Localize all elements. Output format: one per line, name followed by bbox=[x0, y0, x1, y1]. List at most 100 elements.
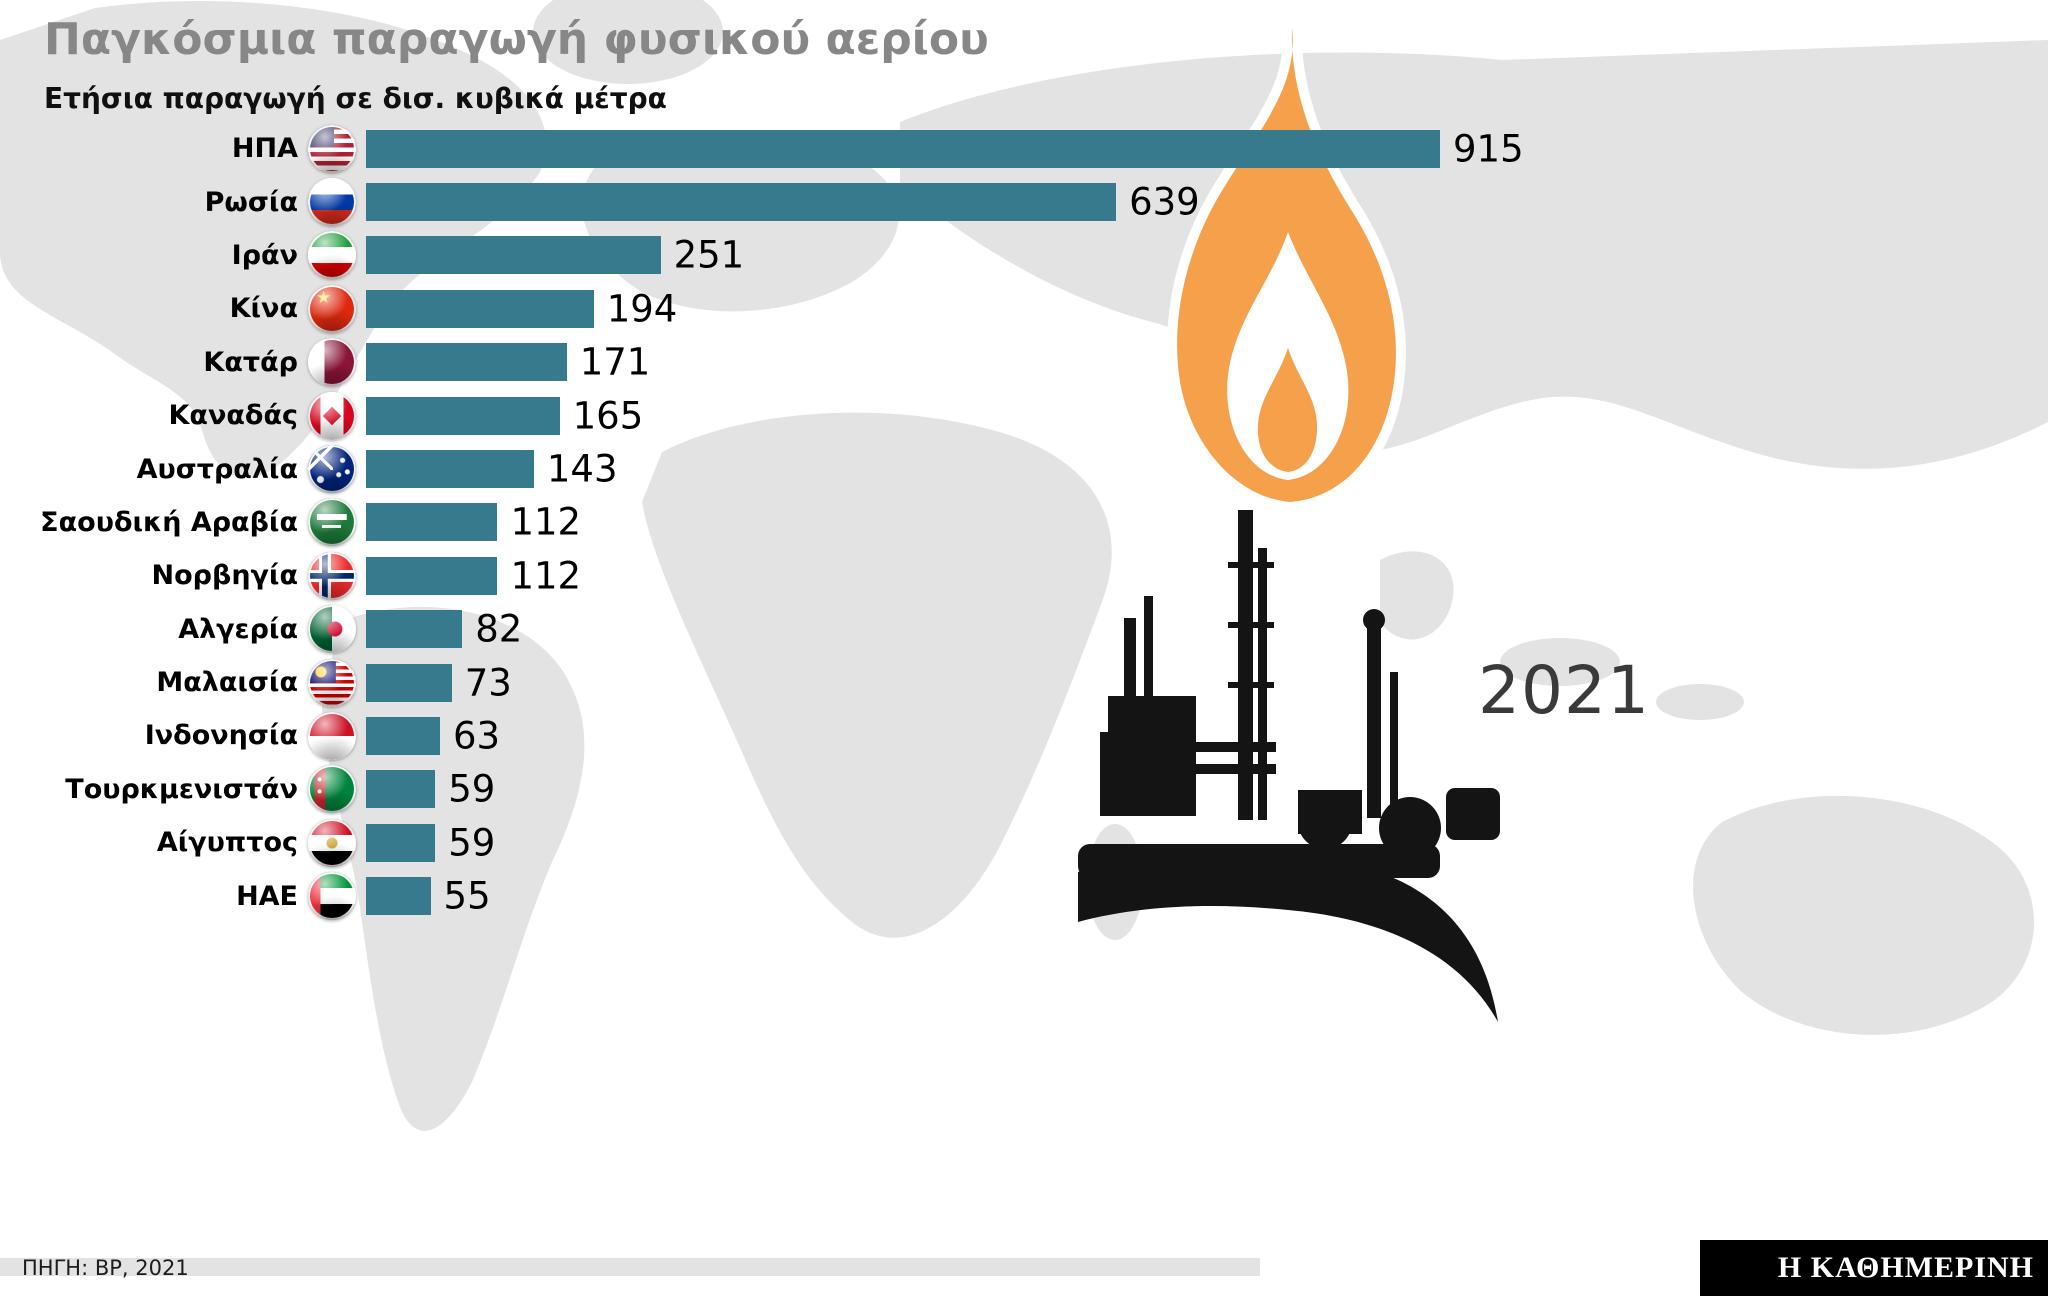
value-bar bbox=[366, 289, 594, 328]
bar-row: Καναδάς 165 bbox=[40, 389, 1440, 442]
gas-flame-icon bbox=[1167, 26, 1406, 513]
bar-track: 112 bbox=[366, 554, 1440, 598]
bar-track: 165 bbox=[366, 394, 1440, 438]
flag-china-icon bbox=[308, 284, 356, 333]
bar-row: Ιράν 251 bbox=[40, 229, 1440, 282]
bar-row: Ρωσία 639 bbox=[40, 175, 1440, 228]
year-label: 2021 bbox=[1478, 652, 1650, 729]
bar-row: Κίνα 194 bbox=[40, 282, 1440, 335]
value-bar bbox=[366, 396, 560, 435]
country-label: ΗΠΑ bbox=[231, 133, 298, 165]
flag-indonesia-icon bbox=[308, 711, 356, 760]
bar-track: 82 bbox=[366, 607, 1440, 651]
value-bar bbox=[366, 503, 498, 542]
country-label: Νορβηγία bbox=[151, 560, 298, 592]
country-label: Ιράν bbox=[231, 239, 298, 271]
country-label: ΗΑΕ bbox=[236, 880, 298, 912]
country-label: Καναδάς bbox=[168, 400, 298, 432]
country-label: Τουρκμενιστάν bbox=[65, 773, 298, 805]
value-bar bbox=[366, 556, 498, 595]
bar-row: Κατάρ 171 bbox=[40, 336, 1440, 389]
map-island-1 bbox=[1500, 638, 1620, 686]
country-label: Κίνα bbox=[229, 293, 298, 325]
value-bar bbox=[366, 770, 436, 809]
flag-norway-icon bbox=[308, 551, 356, 600]
flag-iran-icon bbox=[308, 231, 356, 280]
country-label: Σαουδική Αραβία bbox=[40, 506, 298, 538]
value-label: 112 bbox=[510, 554, 582, 598]
flag-australia-icon bbox=[308, 445, 356, 494]
country-label: Κατάρ bbox=[203, 346, 298, 378]
bar-row: Μαλαισία 73 bbox=[40, 656, 1440, 709]
flag-saudi-arabia-icon bbox=[308, 498, 356, 547]
value-label: 59 bbox=[448, 767, 496, 811]
value-label: 63 bbox=[452, 714, 501, 758]
bar-track: 112 bbox=[366, 500, 1440, 544]
map-india bbox=[1380, 551, 1454, 640]
bar-row: Αίγυπτος 59 bbox=[40, 816, 1440, 869]
map-greenland bbox=[533, 0, 723, 84]
map-island-2 bbox=[1656, 684, 1744, 720]
bar-row: Αλγερία 82 bbox=[40, 603, 1440, 656]
value-bar bbox=[366, 663, 452, 702]
value-label: 143 bbox=[546, 447, 618, 491]
publisher-logo: Η ΚΑΘΗΜΕΡΙΝΗ bbox=[1777, 1251, 2034, 1284]
value-label: 82 bbox=[475, 607, 523, 651]
refinery-silhouette-icon bbox=[1078, 510, 1500, 1022]
bar-track: 639 bbox=[366, 180, 1440, 224]
bar-track: 63 bbox=[366, 714, 1440, 758]
value-bar bbox=[366, 877, 431, 916]
bar-track: 59 bbox=[366, 767, 1440, 811]
value-bar bbox=[366, 450, 534, 489]
map-africa bbox=[642, 412, 1112, 938]
country-label: Αίγυπτος bbox=[156, 827, 298, 859]
flag-malaysia-icon bbox=[308, 658, 356, 707]
bar-chart: ΗΠΑ 915 Ρωσία 639 Ιράν 251 Κίνα 194 Κατάρ 171 Κανα… bbox=[40, 122, 1524, 923]
chart-subtitle: Ετήσια παραγωγή σε δισ. κυβικά μέτρα bbox=[44, 82, 667, 115]
bar-row: Σαουδική Αραβία 112 bbox=[40, 496, 1440, 549]
value-label: 639 bbox=[1129, 180, 1200, 224]
value-bar bbox=[366, 610, 463, 649]
flag-qatar-icon bbox=[308, 338, 356, 387]
bar-track: 59 bbox=[366, 821, 1440, 865]
value-label: 55 bbox=[443, 874, 491, 918]
bar-track: 171 bbox=[366, 340, 1440, 384]
country-label: Μαλαισία bbox=[156, 667, 298, 699]
value-bar bbox=[366, 236, 661, 275]
flag-algeria-icon bbox=[308, 605, 356, 654]
bar-row: ΗΑΕ 55 bbox=[40, 869, 1440, 922]
country-label: Ρωσία bbox=[204, 186, 298, 218]
map-antarctica-strip bbox=[0, 1258, 1260, 1276]
flag-russia-icon bbox=[308, 178, 356, 227]
source-note: ΠΗΓΗ: BP, 2021 bbox=[22, 1256, 189, 1280]
flag-uae-icon bbox=[308, 872, 356, 921]
value-label: 915 bbox=[1453, 127, 1524, 171]
value-label: 251 bbox=[673, 233, 745, 277]
bar-row: Ινδονησία 63 bbox=[40, 709, 1440, 762]
country-label: Ινδονησία bbox=[144, 720, 298, 752]
bar-track: 915 bbox=[366, 127, 1524, 170]
value-label: 194 bbox=[606, 287, 678, 331]
bar-row: Τουρκμενιστάν 59 bbox=[40, 763, 1440, 816]
value-label: 73 bbox=[464, 661, 512, 705]
bar-track: 143 bbox=[366, 447, 1440, 491]
flag-canada-icon bbox=[308, 391, 356, 440]
bar-track: 73 bbox=[366, 661, 1440, 705]
value-bar bbox=[366, 823, 436, 862]
value-label: 171 bbox=[579, 340, 651, 384]
country-label: Αυστραλία bbox=[136, 453, 298, 485]
flag-egypt-icon bbox=[308, 818, 356, 867]
value-label: 165 bbox=[572, 394, 644, 438]
bar-row: Νορβηγία 112 bbox=[40, 549, 1440, 602]
value-bar bbox=[366, 183, 1117, 222]
value-label: 59 bbox=[448, 821, 496, 865]
chart-title: Παγκόσμια παραγωγή φυσικού αερίου bbox=[44, 14, 989, 65]
value-bar bbox=[366, 129, 1440, 168]
bar-track: 251 bbox=[366, 233, 1440, 277]
bar-row: Αυστραλία 143 bbox=[40, 442, 1440, 495]
bar-row: ΗΠΑ 915 bbox=[40, 122, 1524, 175]
value-label: 112 bbox=[510, 500, 582, 544]
value-bar bbox=[366, 716, 440, 755]
map-australia bbox=[1693, 795, 2034, 1035]
